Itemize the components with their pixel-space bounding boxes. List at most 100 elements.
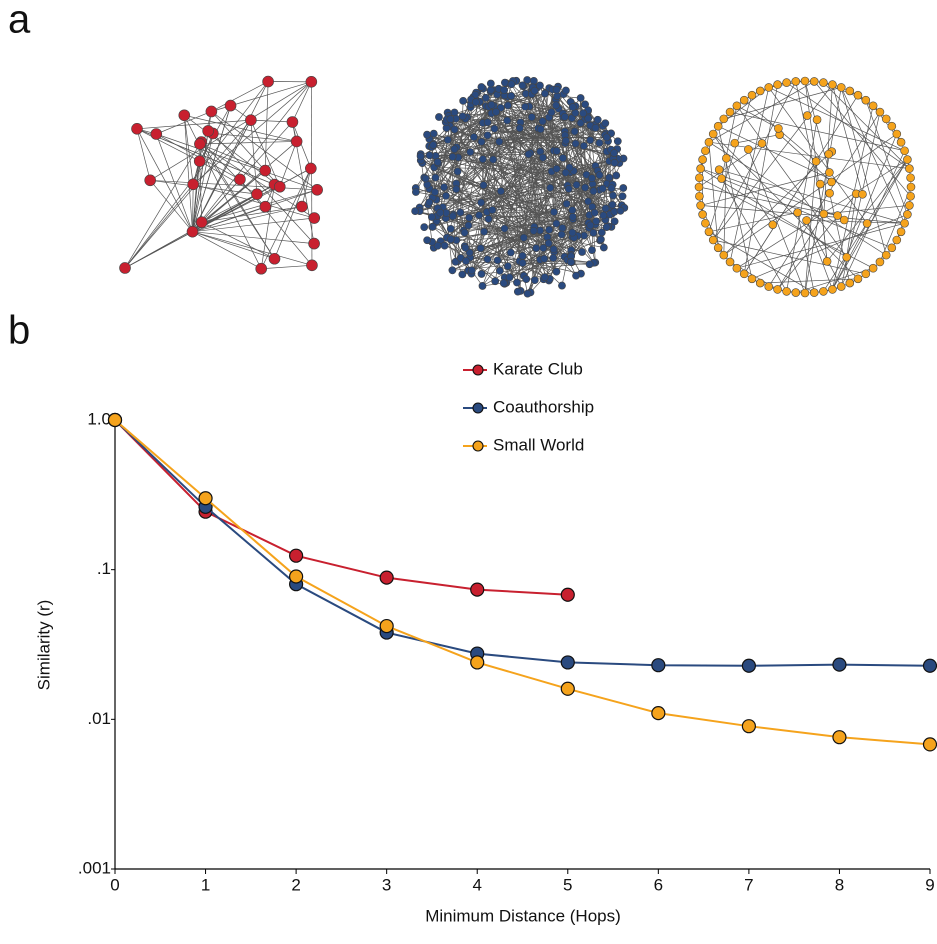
network-node [451,126,458,133]
network-node [504,117,511,124]
y-tick-label: .001 [78,858,111,877]
network-edge [184,115,192,231]
network-node [577,94,584,101]
network-edge [137,129,150,181]
network-node [572,140,579,147]
network-node [825,150,833,158]
network-node [203,125,214,136]
network-node [699,156,707,164]
network-node [501,86,508,93]
network-node [550,254,557,261]
network-node [714,244,722,252]
network-node [769,221,777,229]
x-tick-label: 1 [201,875,210,894]
data-point [561,682,574,695]
network-node [740,270,748,278]
legend-marker [473,365,483,375]
network-node [603,134,610,141]
network-node [803,112,811,120]
network-node [478,138,485,145]
x-tick-label: 5 [563,875,572,894]
network-node [274,181,285,192]
network-node [296,201,307,212]
y-tick-label: .01 [87,709,111,728]
network-edge [261,265,312,268]
network-node [466,214,473,221]
network-node [783,79,791,87]
network-node [611,149,618,156]
network-node [843,253,851,261]
network-node [823,257,831,265]
network-node [225,100,236,111]
network-node [530,227,537,234]
network-edge [150,82,311,181]
network-node [765,83,773,91]
network-node [196,217,207,228]
network-node [897,138,905,146]
network-node [484,256,491,263]
data-point [561,588,574,601]
network-node [440,184,447,191]
network-edge [125,144,200,268]
network-node [888,122,896,130]
network-node [744,145,752,153]
network-node [548,109,555,116]
network-edge [780,135,832,182]
network-node [179,110,190,121]
network-node [441,242,448,249]
network-node [907,183,915,191]
series-line [115,420,930,666]
legend-label: Coauthorship [493,397,594,416]
network-node [482,94,489,101]
network-node [525,151,532,158]
network-node [539,154,546,161]
network-node [426,152,433,159]
network-node [813,116,821,124]
network-node [597,236,604,243]
network-node [251,189,262,200]
x-tick-label: 2 [291,875,300,894]
network-node [559,154,566,161]
network-node [569,213,576,220]
data-point [199,492,212,505]
network-node [468,267,475,274]
network-node [541,274,548,281]
network-node [187,226,198,237]
network-edge [832,134,896,289]
network-edge [137,129,200,161]
network-node [269,253,280,264]
network-node [820,210,828,218]
network-node [699,210,707,218]
network-node [412,188,419,195]
network-node [460,97,467,104]
network-node [876,258,884,266]
network-edge [156,134,192,232]
network-node [132,123,143,134]
network-node [194,156,205,167]
network-node [497,188,504,195]
network-node [828,285,836,293]
network-node [537,126,544,133]
network-node [586,261,593,268]
network-node [444,136,451,143]
network-node [594,116,601,123]
legend-label: Karate Club [493,359,583,378]
network-node [903,210,911,218]
network-node [554,93,561,100]
network-node [794,209,802,217]
network-node [858,190,866,198]
data-point [561,656,574,669]
network-node [905,165,913,173]
network-node [429,223,436,230]
network-node [837,83,845,91]
network-node [562,169,569,176]
network-node [606,174,613,181]
network-node [462,257,469,264]
network-node [569,103,576,110]
x-tick-label: 4 [472,875,481,894]
network-node [862,270,870,278]
network-node [897,228,905,236]
network-node [489,206,496,213]
network-node [480,182,487,189]
network-node [569,229,576,236]
